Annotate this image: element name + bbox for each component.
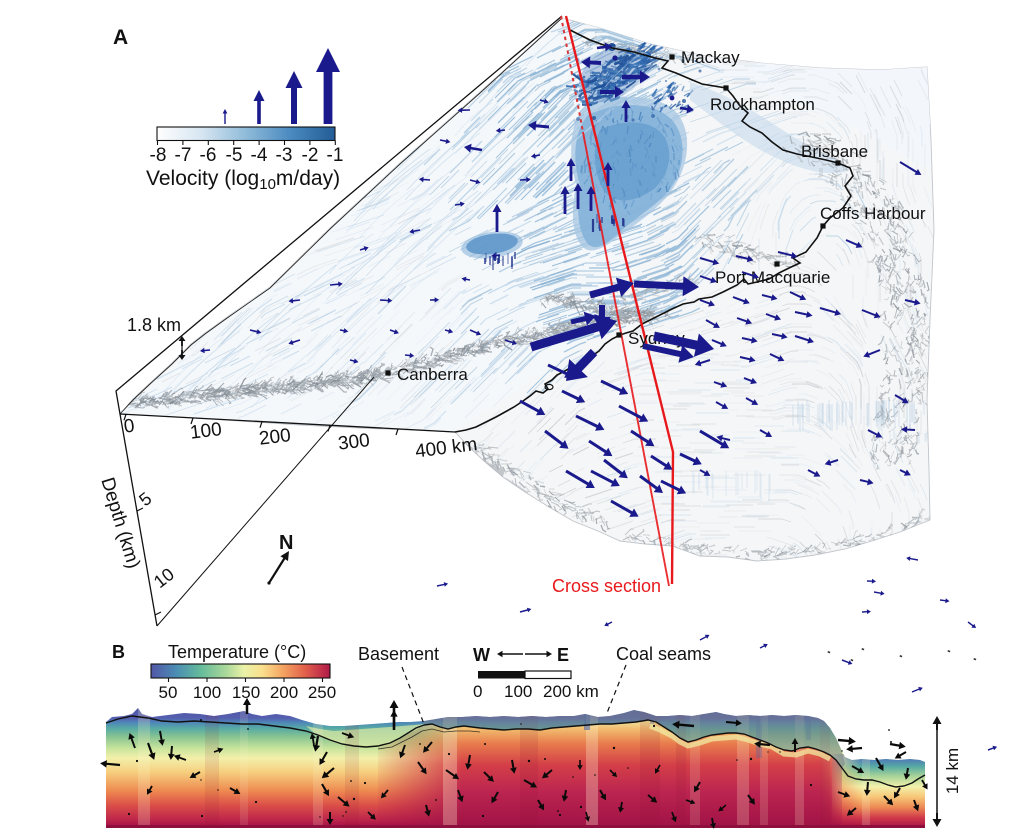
svg-text:Port Macquarie: Port Macquarie [715,268,830,287]
svg-text:Temperature (°C): Temperature (°C) [168,642,306,662]
svg-text:-2: -2 [302,145,319,166]
svg-text:300: 300 [337,430,371,455]
svg-text:50: 50 [159,683,178,702]
svg-text:E: E [557,645,569,665]
svg-text:0: 0 [473,682,482,701]
svg-text:-4: -4 [251,145,268,166]
svg-text:-6: -6 [200,145,217,166]
svg-text:200: 200 [270,683,298,702]
svg-text:Cross section: Cross section [552,576,661,596]
svg-text:100: 100 [504,682,532,701]
svg-text:A: A [113,26,128,49]
svg-text:100: 100 [189,419,223,444]
svg-text:0: 0 [123,416,136,438]
svg-text:150: 150 [232,683,260,702]
svg-text:-7: -7 [175,145,192,166]
svg-text:N: N [279,532,293,554]
svg-text:200: 200 [258,425,292,450]
svg-text:Rockhampton: Rockhampton [710,95,815,114]
svg-text:100: 100 [193,683,221,702]
svg-text:250: 250 [308,683,336,702]
svg-text:-1: -1 [327,145,344,166]
svg-text:W: W [473,645,490,665]
svg-text:B: B [112,642,125,662]
svg-text:1.8 km: 1.8 km [127,315,181,335]
svg-text:-8: -8 [150,145,167,166]
svg-text:Coal seams: Coal seams [616,644,711,664]
svg-text:-3: -3 [276,145,293,166]
svg-text:14 km: 14 km [943,748,962,794]
svg-text:Mackay: Mackay [681,48,740,67]
svg-text:-5: -5 [226,145,243,166]
svg-text:Coffs Harbour: Coffs Harbour [820,204,926,223]
svg-text:200 km: 200 km [543,682,599,701]
svg-text:Brisbane: Brisbane [801,142,868,161]
svg-text:Velocity (log10m/day): Velocity (log10m/day) [146,167,340,193]
svg-text:Canberra: Canberra [397,365,468,384]
svg-text:Basement: Basement [358,644,439,664]
